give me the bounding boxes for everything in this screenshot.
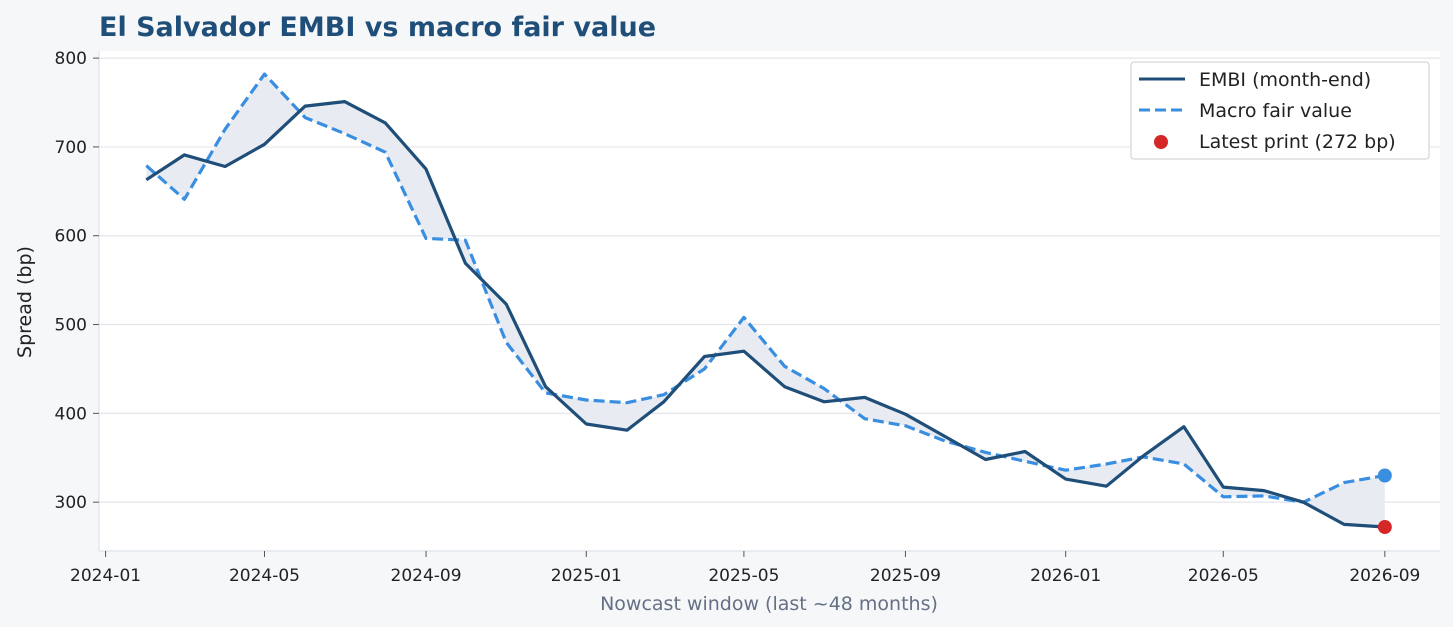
y-tick-label-400: 400 [55,404,87,424]
legend: EMBI (month-end) Macro fair value Latest… [1130,61,1430,160]
x-tick-label-2025-01: 2025-01 [551,566,622,586]
chart-title: El Salvador EMBI vs macro fair value [99,12,656,43]
x-axis-ticks: 2024-01 2024-05 2024-09 2025-01 2025-05 2025-… [70,551,1420,586]
legend-box [1130,61,1430,160]
legend-label-latest-print: Latest print (272 bp) [1199,131,1396,153]
x-tick-label-2026-01: 2026-01 [1030,566,1101,586]
y-tick-label-700: 700 [55,138,87,158]
y-axis-ticks: 300 400 500 600 700 800 [55,49,99,513]
x-tick-label-2024-01: 2024-01 [70,566,141,586]
x-axis-label: Nowcast window (last ~48 months) [600,593,938,615]
x-tick-label-2025-09: 2025-09 [870,566,941,586]
x-tick-label-2026-09: 2026-09 [1349,566,1420,586]
x-tick-label-2024-09: 2024-09 [391,566,462,586]
y-tick-label-300: 300 [55,493,87,513]
legend-label-embi: EMBI (month-end) [1199,69,1371,91]
series-lines [145,72,1386,529]
latest-print-marker [1377,520,1392,535]
fill-between-series [146,74,1385,527]
endpoint-markers [1377,468,1392,535]
fair-value-endpoint-marker [1377,468,1392,483]
x-tick-label-2025-05: 2025-05 [708,566,779,586]
spread-gap-fill [146,74,1385,527]
fair-value-line [145,72,1386,504]
legend-swatch-latest-print [1154,135,1168,149]
legend-label-fair-value: Macro fair value [1199,100,1352,122]
embi-line [145,99,1385,529]
y-tick-label-600: 600 [55,227,87,247]
y-axis-label: Spread (bp) [14,246,36,358]
x-tick-label-2024-05: 2024-05 [229,566,300,586]
y-tick-label-800: 800 [55,49,87,69]
y-tick-label-500: 500 [55,316,87,336]
grid-lines [99,57,1440,503]
x-tick-label-2026-05: 2026-05 [1188,566,1259,586]
